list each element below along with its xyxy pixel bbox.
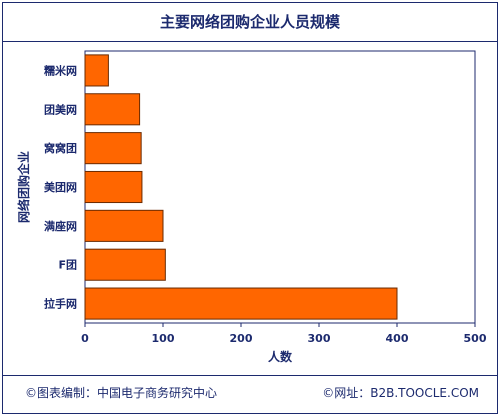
bar-6 xyxy=(84,248,166,281)
footer-source: ©图表编制：中国电子商务研究中心 xyxy=(25,386,218,400)
footer-website: ©网址：B2B.TOOCLE.COM xyxy=(322,386,479,400)
category-label: 团美网 xyxy=(44,102,77,116)
x-tick-label: 300 xyxy=(308,332,331,345)
x-tick-label: 500 xyxy=(464,332,487,345)
bar-4 xyxy=(84,170,143,204)
y-axis-title: 网络团购企业 xyxy=(16,151,31,223)
category-label: 拉手网 xyxy=(44,297,77,311)
bar-1 xyxy=(84,54,109,87)
category-label: 糯米网 xyxy=(44,63,77,77)
x-tick-label: 400 xyxy=(386,332,409,345)
x-axis-title: 人数 xyxy=(268,349,293,364)
chart-title: 主要网络团购企业人员规模 xyxy=(159,13,340,31)
plot-area xyxy=(84,50,476,324)
bar-5 xyxy=(84,209,164,242)
bar-3 xyxy=(84,132,142,165)
x-tick-label: 0 xyxy=(81,332,89,345)
footer-divider xyxy=(3,375,497,376)
category-label: 美团网 xyxy=(44,180,77,194)
x-tick-label: 200 xyxy=(230,332,253,345)
x-tick-label: 100 xyxy=(152,332,175,345)
category-label: 窝窝团 xyxy=(44,141,77,155)
bar-7 xyxy=(84,287,398,320)
category-label: 满座网 xyxy=(44,219,77,233)
bar-2 xyxy=(84,93,141,126)
category-label: F团 xyxy=(58,259,77,272)
title-divider xyxy=(3,41,497,42)
